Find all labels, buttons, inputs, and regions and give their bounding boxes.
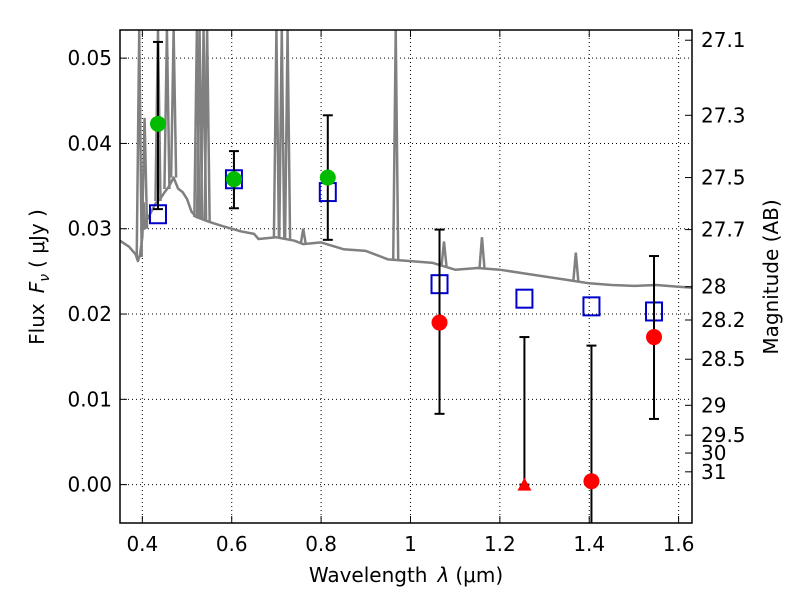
y-tick-label: 0.00 xyxy=(67,473,112,497)
x-tick-label: 0.4 xyxy=(126,532,158,556)
x-tick-label: 1.4 xyxy=(573,532,605,556)
spectrum-spike xyxy=(478,237,486,269)
spectrum-spike xyxy=(278,30,286,239)
model-point xyxy=(515,288,534,309)
y-axis-label-subscript: ν xyxy=(37,274,53,282)
axes-frame xyxy=(119,29,693,524)
x-axis-label-unit: (μm) xyxy=(455,563,503,587)
y-axis-label-symbol: F xyxy=(25,281,49,293)
spectrum-spike xyxy=(440,241,448,267)
x-tick-label: 0.6 xyxy=(216,532,248,556)
y2-tick-label: 27.7 xyxy=(701,218,746,242)
x-axis-label-symbol: λ xyxy=(437,563,450,587)
measured-point xyxy=(583,473,600,490)
spectrum-spike xyxy=(283,30,292,240)
spectrum-spike xyxy=(299,228,307,245)
y2-tick-label: 29 xyxy=(701,393,726,417)
spectrum-spike xyxy=(135,30,143,258)
measured-point xyxy=(225,171,242,188)
axes: 0.4 0.6 0.8 1 1.2 1.4 1.6 0.00 0.01 0.02 0.03 0.04 0… xyxy=(67,28,745,556)
measured-point xyxy=(149,115,166,132)
plot-area xyxy=(120,30,692,523)
measured-point xyxy=(319,169,336,186)
spectrum-spike xyxy=(203,30,211,222)
y2-tick-label: 27.3 xyxy=(701,103,746,127)
y-tick-label: 0.03 xyxy=(67,217,112,241)
x-axis-label-text: Wavelength xyxy=(309,563,428,587)
y-axis-label-unit: ( μJy ) xyxy=(25,209,49,268)
measured-point-upper-limit xyxy=(517,477,532,491)
spectrum-spike xyxy=(572,252,580,282)
spectrum-spike xyxy=(272,30,281,238)
y2-axis-label: Magnitude (AB) xyxy=(759,199,783,354)
measured-point xyxy=(431,314,448,331)
y-tick-label: 0.04 xyxy=(67,131,112,155)
y2-tick-label: 29.5 xyxy=(701,423,746,447)
y2-tick-label: 30 xyxy=(701,441,726,465)
y2-tick-label: 28.2 xyxy=(701,308,746,332)
spectrum-spike xyxy=(154,30,162,202)
y2-tick-label: 28.5 xyxy=(701,347,746,371)
y-tick-label: 0.02 xyxy=(67,302,112,326)
x-tick-label: 1.6 xyxy=(663,532,695,556)
x-tick-label: 1 xyxy=(404,532,417,556)
x-axis-label: Wavelength λ (μm) xyxy=(309,563,503,587)
y2-tick-label: 31 xyxy=(701,460,726,484)
y2-tick-label: 27.5 xyxy=(701,166,746,190)
x-tick-label: 1.2 xyxy=(484,532,516,556)
spectrum-spike xyxy=(140,117,149,229)
y-tick-label: 0.01 xyxy=(67,387,112,411)
spectrum-spike xyxy=(169,30,178,178)
model-point xyxy=(582,296,601,317)
spectrum-spike xyxy=(391,30,400,261)
y-axis-label-text: Flux xyxy=(25,303,49,345)
y-axis-label: Flux Fν ( μJy ) xyxy=(25,209,53,345)
measured-point xyxy=(646,329,663,346)
plot-background xyxy=(120,30,692,523)
x-tick-label: 0.8 xyxy=(305,532,337,556)
spectrum-spike xyxy=(163,30,171,190)
y-tick-label: 0.05 xyxy=(67,46,112,70)
y2-tick-label: 27.1 xyxy=(701,28,746,52)
y2-tick-label: 28 xyxy=(701,275,726,299)
